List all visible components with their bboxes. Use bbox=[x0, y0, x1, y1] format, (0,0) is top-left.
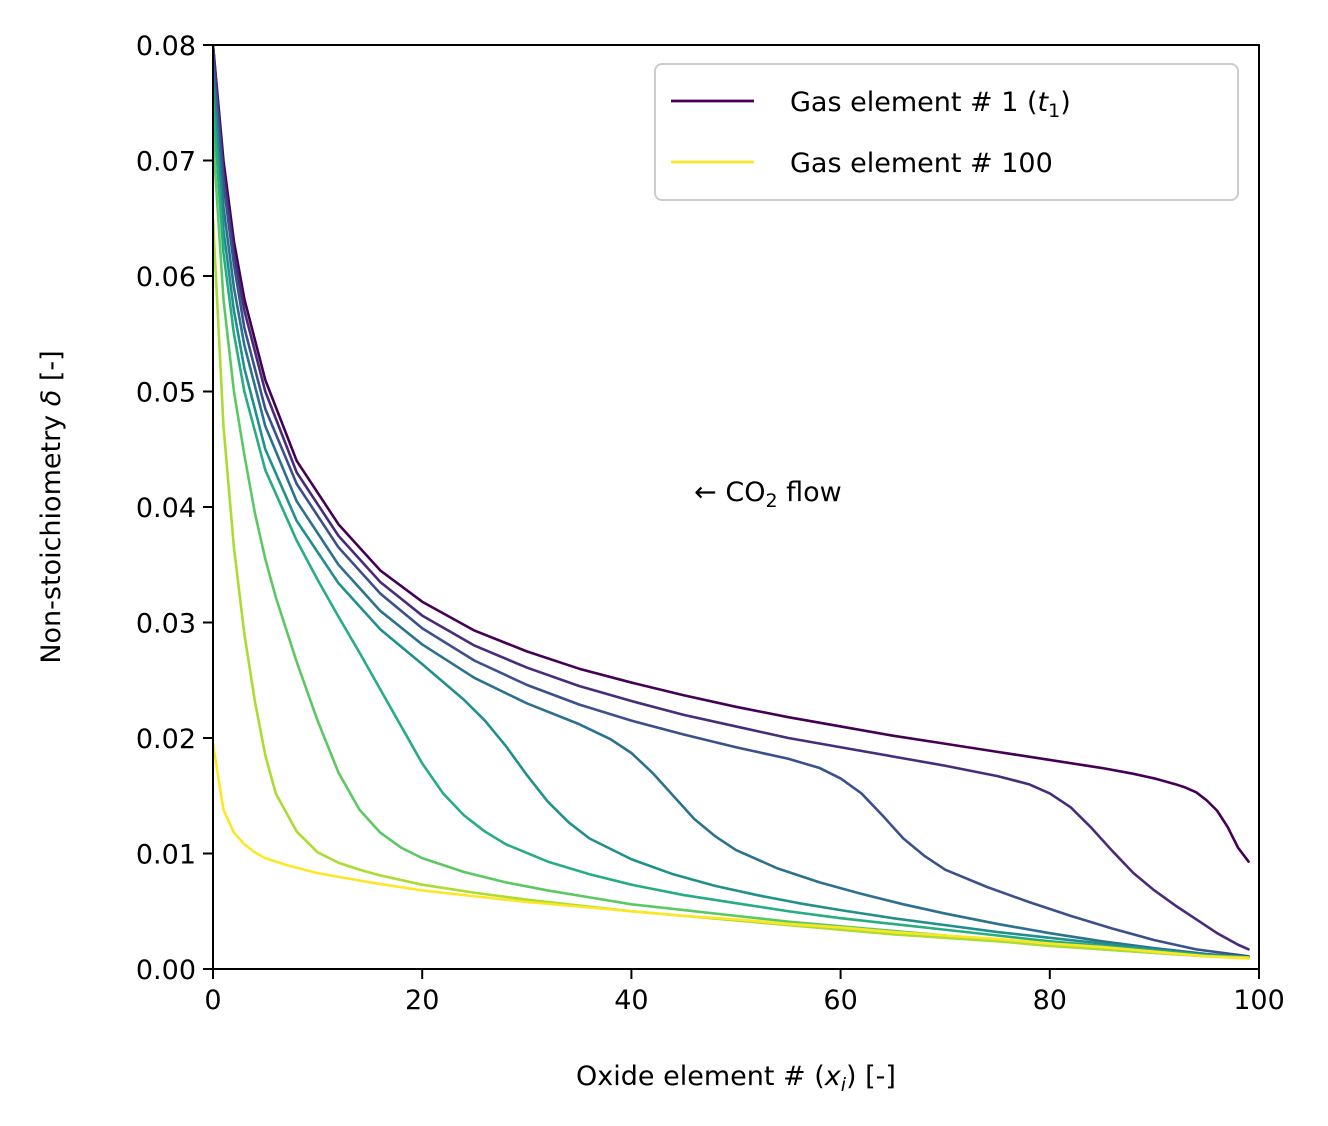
y-tick-label: 0.05 bbox=[136, 378, 196, 409]
y-tick-label: 0.02 bbox=[136, 724, 196, 755]
y-tick-label: 0.00 bbox=[136, 955, 196, 986]
y-tick-label: 0.08 bbox=[136, 31, 196, 62]
y-tick-label: 0.06 bbox=[136, 262, 196, 293]
x-tick-label: 40 bbox=[614, 985, 648, 1016]
x-tick-label: 80 bbox=[1033, 985, 1067, 1016]
y-axis: 0.00 0.01 0.02 0.03 0.04 0.05 0.06 0.07 0.08 bbox=[136, 31, 213, 986]
series-line-6 bbox=[213, 101, 1250, 959]
y-tick-label: 0.07 bbox=[136, 147, 196, 178]
series-line-1 bbox=[213, 45, 1250, 863]
y-tick-label: 0.03 bbox=[136, 609, 196, 640]
co2-flow-annotation: ← CO2 flow bbox=[694, 477, 842, 512]
series-line-8 bbox=[213, 216, 1250, 959]
legend-entry-gas-element-1: Gas element # 1 (t1) bbox=[790, 87, 1071, 122]
x-tick-label: 60 bbox=[823, 985, 857, 1016]
x-tick-label: 20 bbox=[405, 985, 439, 1016]
y-tick-label: 0.04 bbox=[136, 493, 196, 524]
series-line-9 bbox=[213, 742, 1250, 960]
y-tick-label: 0.01 bbox=[136, 840, 196, 871]
legend: Gas element # 1 (t1) Gas element # 100 bbox=[654, 63, 1239, 201]
series-line-5 bbox=[213, 78, 1250, 959]
series-line-4 bbox=[213, 66, 1250, 959]
x-axis-label: Oxide element # (xi) [-] bbox=[576, 1061, 896, 1096]
series-lines bbox=[213, 45, 1250, 960]
series-line-2 bbox=[213, 45, 1250, 951]
y-axis-label: Non-stoichiometry δ [-] bbox=[36, 350, 67, 663]
legend-entry-gas-element-100: Gas element # 100 bbox=[790, 148, 1053, 179]
x-axis: 0 20 40 60 80 100 bbox=[204, 969, 1285, 1016]
x-tick-label: 100 bbox=[1233, 985, 1285, 1016]
series-line-3 bbox=[213, 55, 1250, 958]
x-tick-label: 0 bbox=[204, 985, 221, 1016]
legend-box bbox=[654, 63, 1239, 201]
